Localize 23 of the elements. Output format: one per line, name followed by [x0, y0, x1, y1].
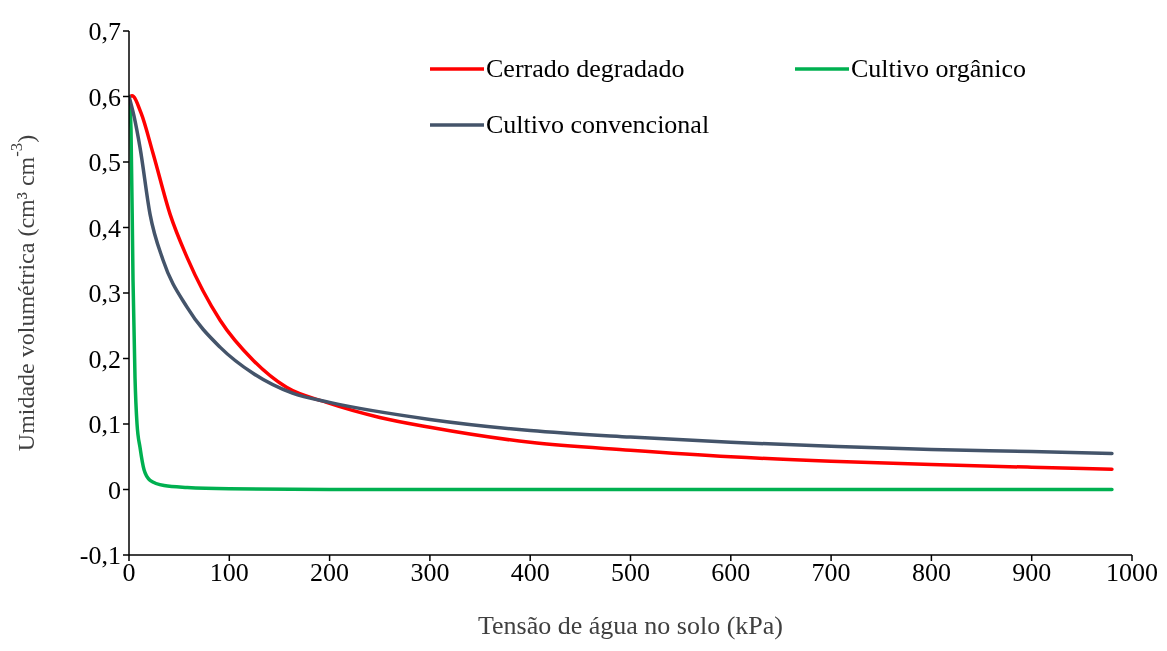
- x-tick-label: 800: [911, 558, 951, 588]
- y-tick-label: 0,7: [88, 17, 121, 47]
- x-tick-label: 300: [410, 558, 450, 588]
- y-tick-label: 0: [108, 475, 121, 505]
- y-tick-label: 0,2: [88, 344, 121, 374]
- y-tick-label: -0,1: [79, 541, 121, 571]
- x-tick-label: 500: [611, 558, 650, 588]
- x-tick-label: 900: [1012, 558, 1052, 588]
- x-axis-title: Tensão de água no solo (kPa): [477, 611, 784, 640]
- y-tick-label: 0,6: [88, 82, 121, 112]
- y-tick-label: 0,4: [88, 213, 121, 243]
- x-tick-label: 400: [510, 558, 550, 588]
- x-tick-label: 1000: [1106, 558, 1158, 588]
- legend-label: Cultivo convencional: [486, 110, 710, 140]
- legend-label: Cerrado degradado: [486, 54, 685, 84]
- x-tick-label: 600: [711, 558, 751, 588]
- x-tick-label: 100: [209, 558, 249, 588]
- y-tick-label: 0,5: [88, 148, 121, 178]
- legend-label: Cultivo orgânico: [851, 54, 1027, 84]
- x-tick-label: 700: [811, 558, 851, 588]
- y-tick-label: 0,1: [88, 410, 121, 440]
- y-tick-label: 0,3: [88, 279, 121, 309]
- x-tick-label: 200: [310, 558, 350, 588]
